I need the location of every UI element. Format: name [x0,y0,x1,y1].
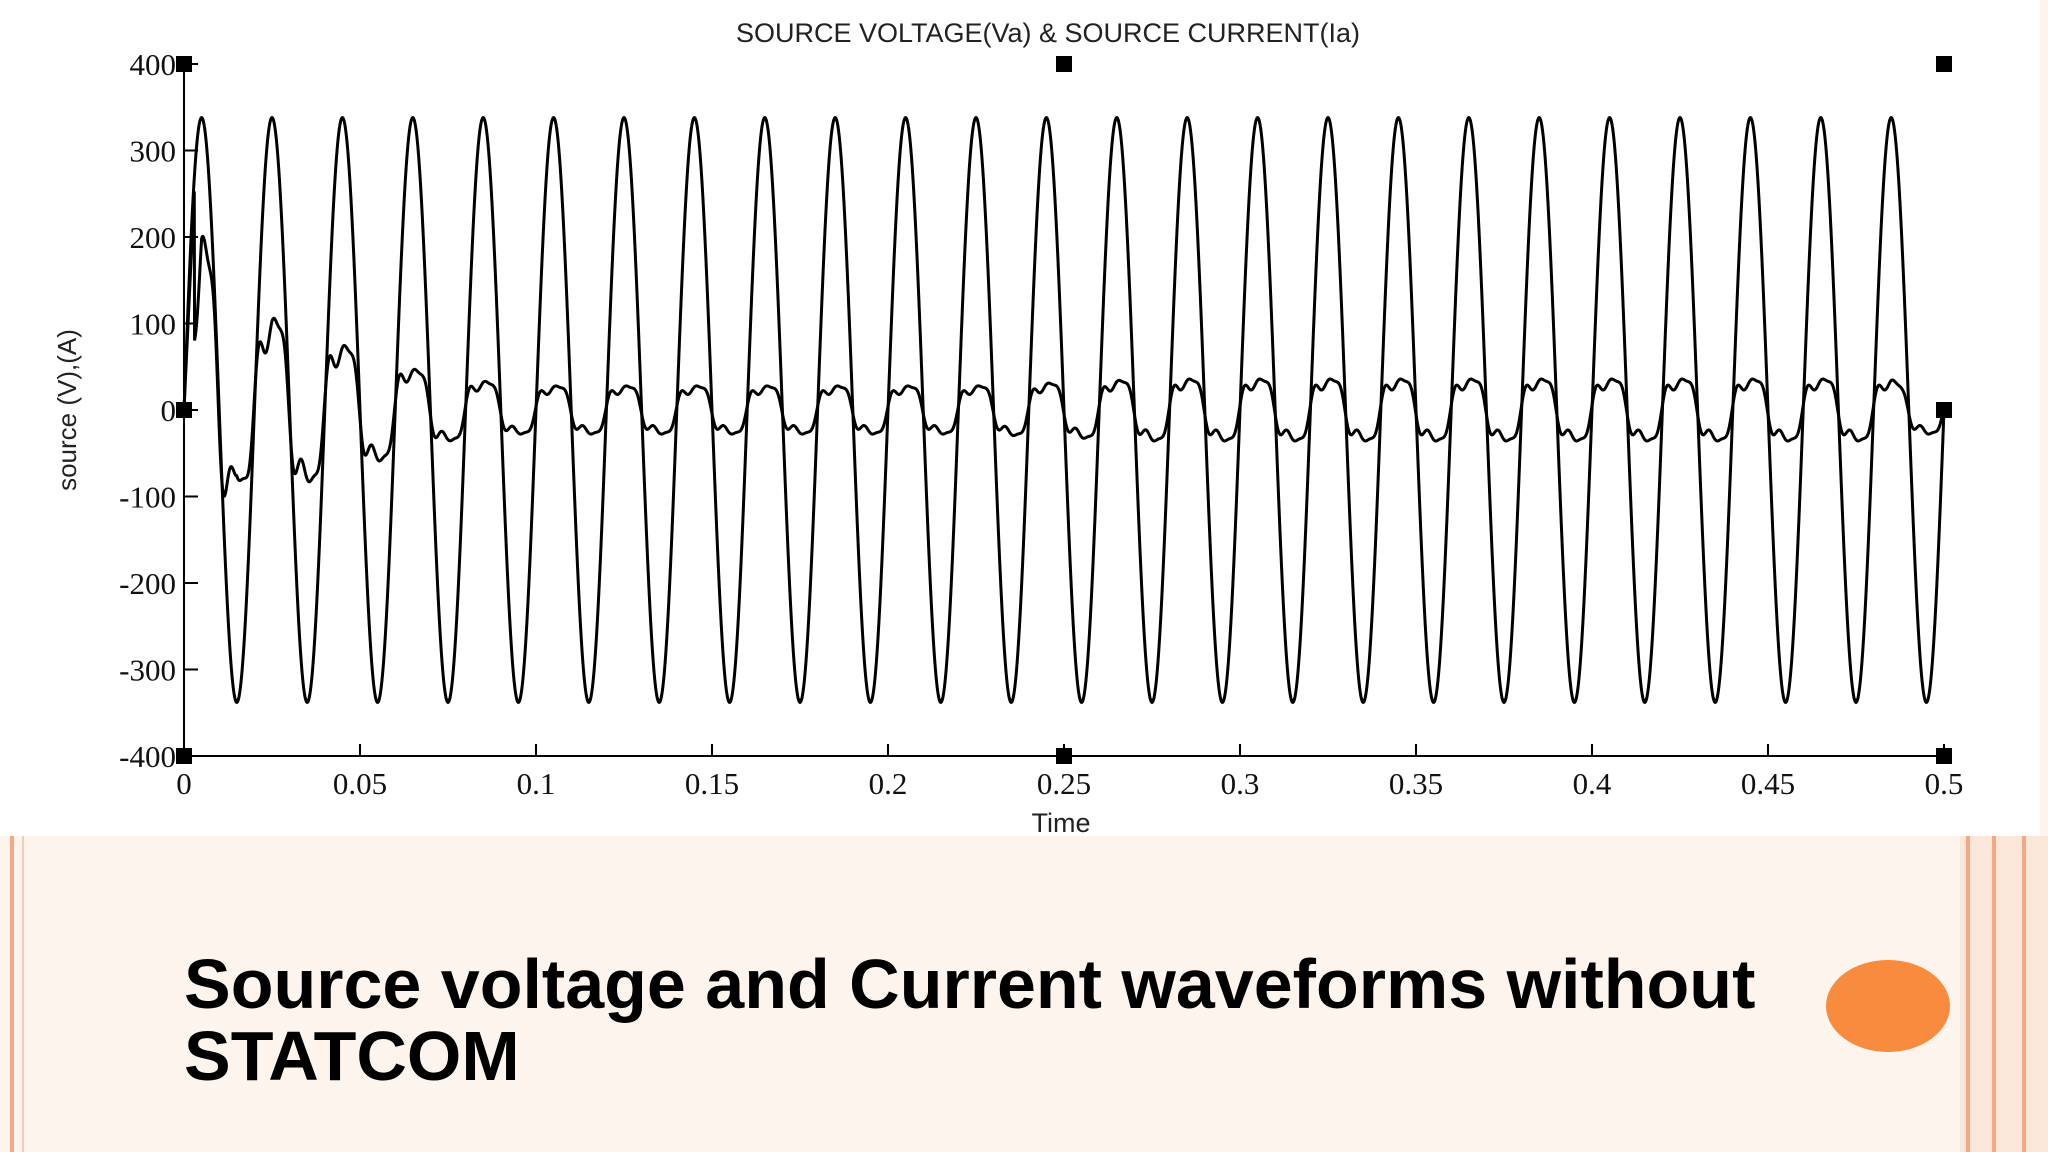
slide-frame-left [10,836,24,1152]
y-tick-label: -300 [119,653,176,688]
y-tick-label: 100 [130,307,177,342]
slide-caption: Source voltage and Current waveforms wit… [184,945,1756,1095]
y-tick-label: 300 [130,134,177,169]
x-axis-label: Time [1032,808,1091,836]
chart-series [182,116,1946,704]
y-tick-label: -100 [119,480,176,515]
current-series-line [182,191,1946,498]
frame-stripe [2022,836,2026,1152]
slide-frame-right [1960,836,2048,1152]
y-tick-label: 200 [130,220,177,255]
selection-handle [1056,748,1072,764]
frame-stripe [1992,836,1996,1152]
chart-title: SOURCE VOLTAGE(Va) & SOURCE CURRENT(Ia) [736,18,1360,48]
waveform-chart: 0 0.05 0.1 0.15 0.2 0.25 0.3 0.35 0.4 0.45 0.5 400 3… [52,18,1963,836]
selection-handle [1056,56,1072,72]
selection-handle [176,748,192,764]
x-tick-label: 0.5 [1925,766,1964,801]
x-tick-label: 0.25 [1037,766,1091,801]
frame-stripe [1966,836,1970,1152]
selection-handle [1936,56,1952,72]
x-tick-label: 0.35 [1389,766,1443,801]
orange-dot-icon [1826,960,1950,1052]
x-tick-label: 0.1 [517,766,556,801]
x-tick-label: 0.05 [333,766,387,801]
selection-handle [1936,748,1952,764]
selection-handle [176,56,192,72]
x-tick-label: 0.15 [685,766,739,801]
y-tick-label: -400 [119,739,176,774]
x-tick-label: 0.3 [1221,766,1260,801]
y-axis-label: source (V),(A) [52,329,82,491]
y-tick-label: 400 [130,47,177,82]
x-tick-label: 0.45 [1741,766,1795,801]
y-tick-label: 0 [161,393,177,428]
y-tick-label: -200 [119,566,176,601]
chart-panel: 0 0.05 0.1 0.15 0.2 0.25 0.3 0.35 0.4 0.45 0.5 400 3… [0,0,2040,836]
x-tick-label: 0.4 [1573,766,1612,801]
x-tick-label: 0 [176,766,192,801]
x-tick-label: 0.2 [869,766,908,801]
chart-axes: 0 0.05 0.1 0.15 0.2 0.25 0.3 0.35 0.4 0.45 0.5 400 3… [119,47,1963,801]
